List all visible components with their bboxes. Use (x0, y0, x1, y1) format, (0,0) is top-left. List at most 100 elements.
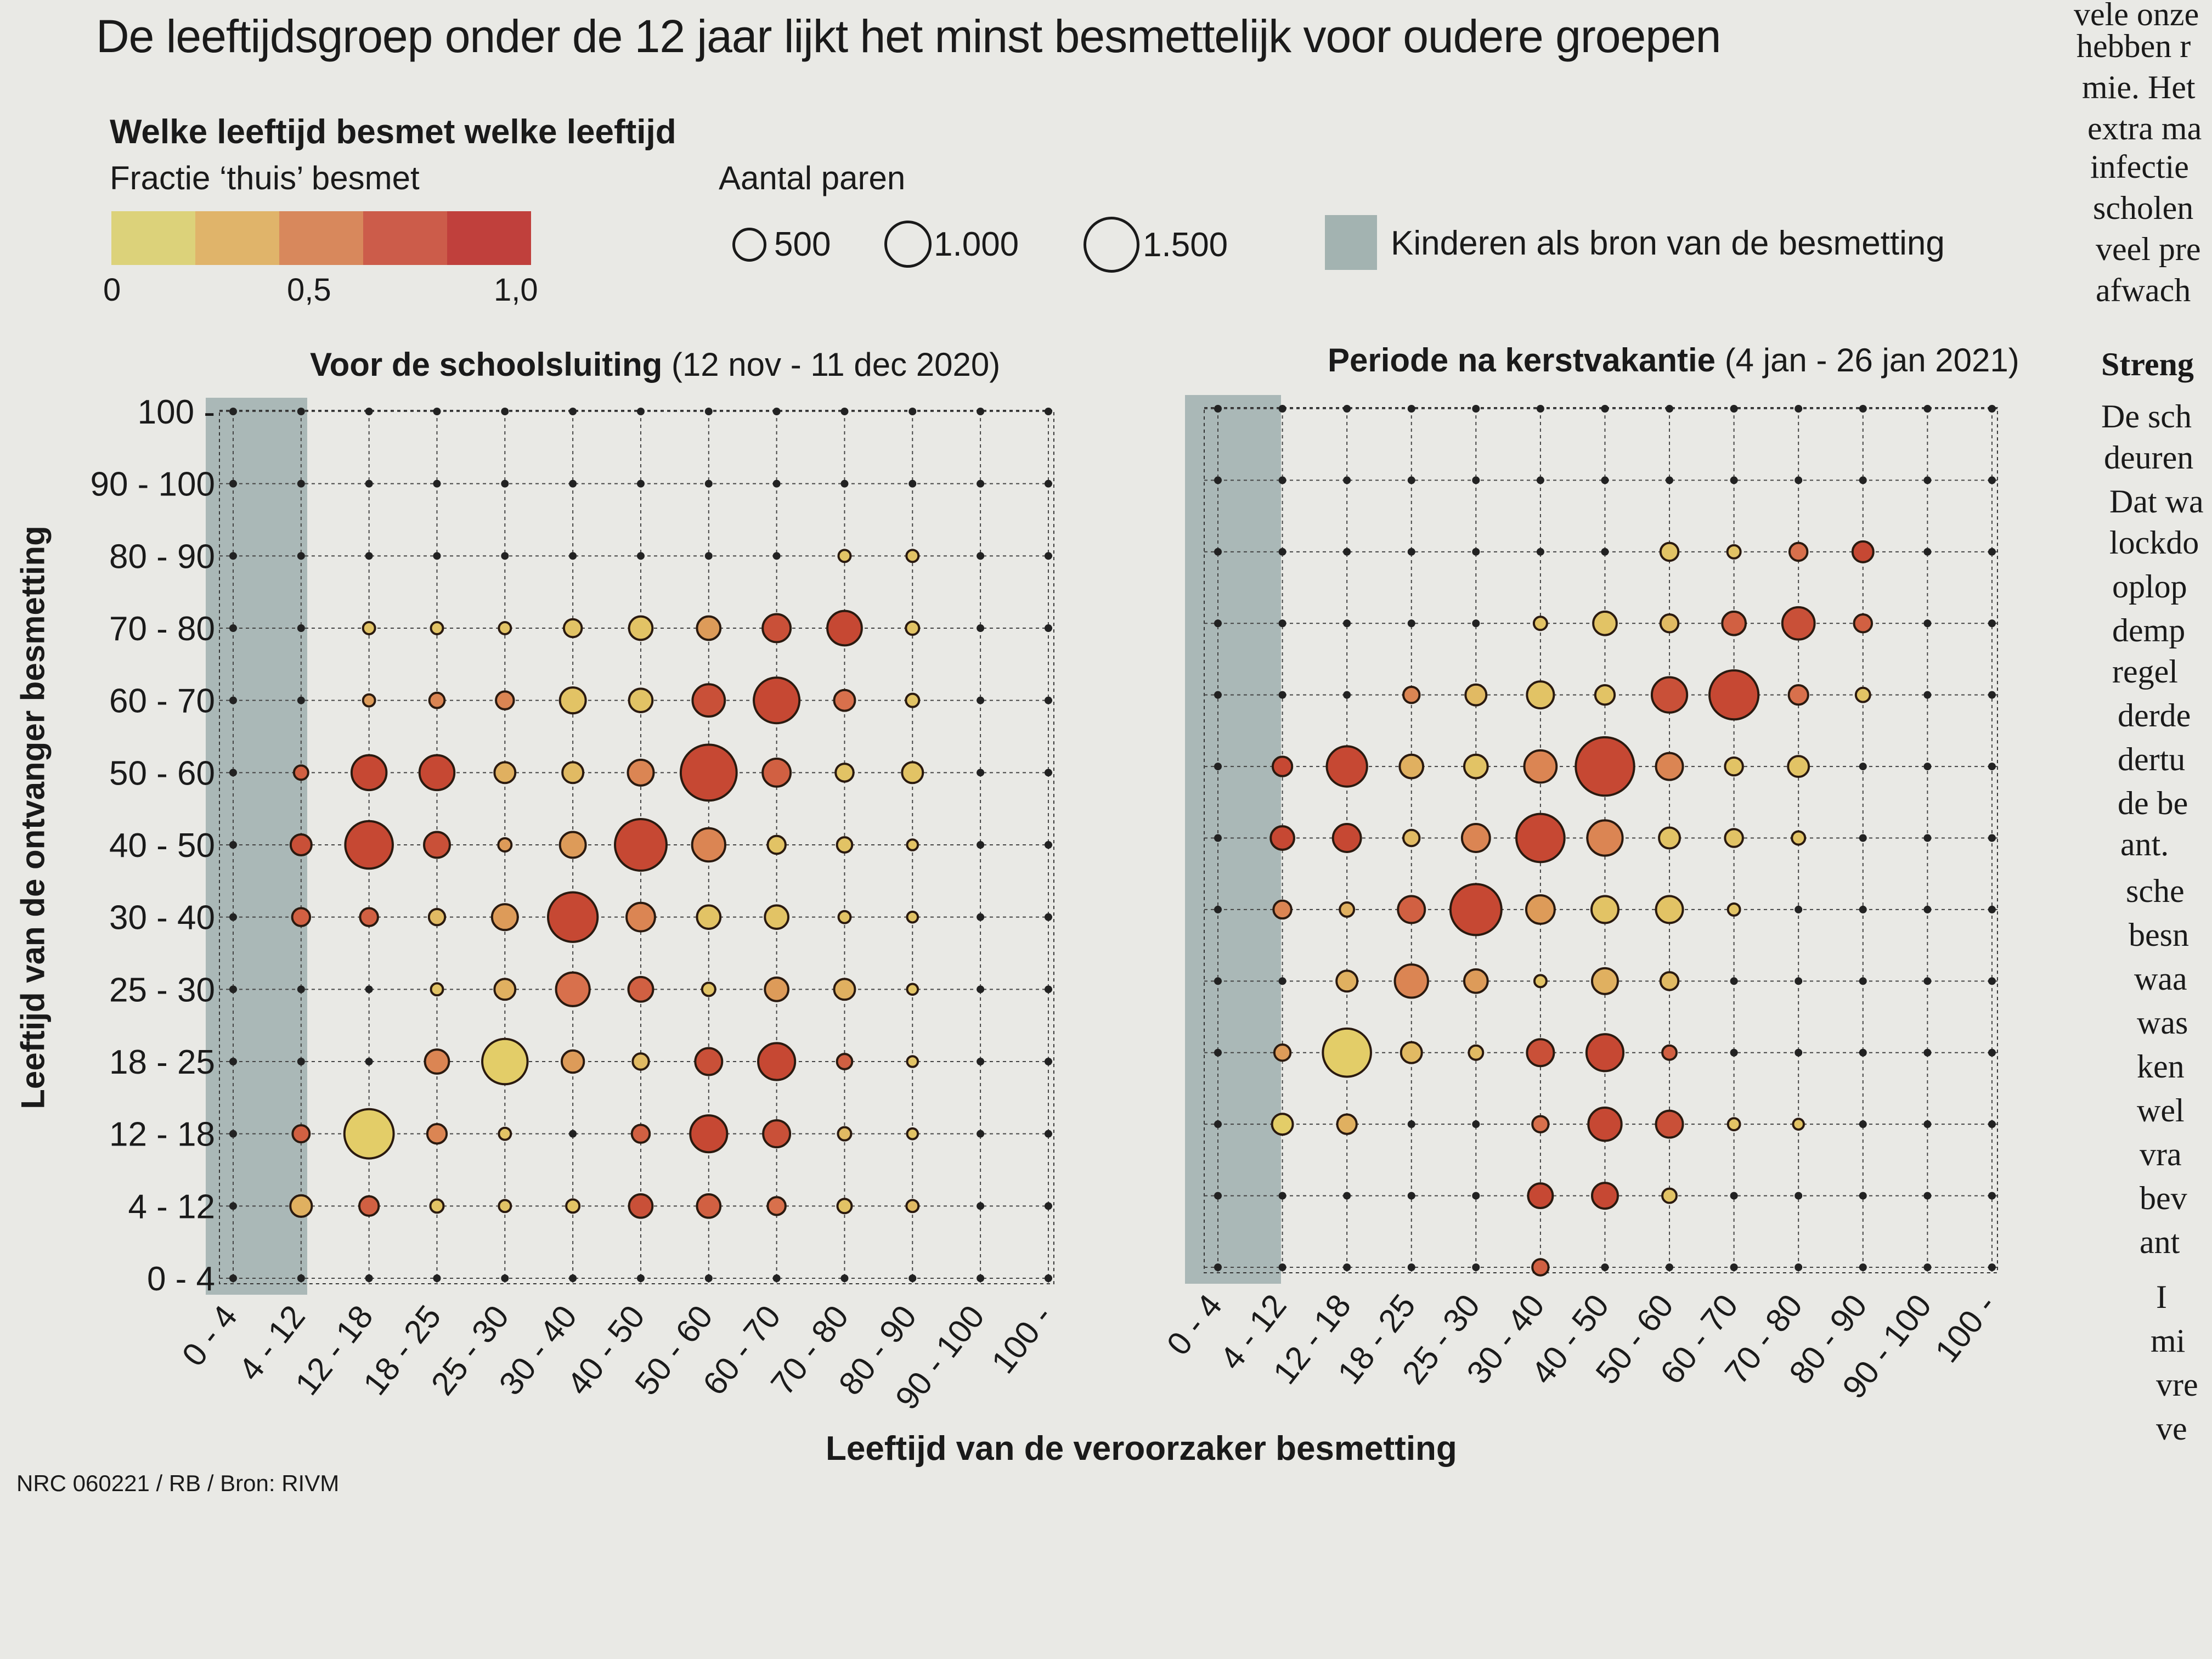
data-bubble (1339, 901, 1356, 918)
grid-dot (977, 913, 985, 921)
article-line: de be (2118, 785, 2188, 821)
legend-title: Welke leeftijd besmet welke leeftijd (110, 113, 676, 151)
grid-dot (636, 552, 645, 560)
color-scale-step (447, 211, 531, 265)
grid-dot (1923, 548, 1932, 556)
data-bubble (906, 838, 919, 851)
grid-dot (977, 1130, 985, 1138)
panel-title-left-period: (12 nov - 11 dec 2020) (662, 346, 1001, 383)
article-line: demp (2112, 612, 2186, 648)
y-tick-label: 80 - 90 (109, 538, 215, 575)
article-line: regel (2112, 653, 2178, 690)
grid-dot (1923, 476, 1932, 484)
data-bubble (679, 743, 738, 802)
article-line: waa (2134, 961, 2187, 997)
data-bubble (1655, 752, 1684, 781)
data-bubble (1526, 680, 1555, 710)
grid-dot (977, 479, 985, 488)
grid-dot (1407, 1120, 1415, 1128)
article-line: vre (2156, 1367, 2198, 1403)
data-bubble (1331, 823, 1362, 853)
data-bubble (1400, 1041, 1423, 1064)
color-tick-1: 1,0 (494, 272, 538, 308)
data-bubble (291, 907, 312, 927)
grid-dot (1343, 1263, 1351, 1271)
panel-title-right-bold: Periode na kerstvakantie (1328, 342, 1716, 379)
article-line: mie. Het (2082, 69, 2196, 105)
data-bubble (1533, 974, 1548, 989)
y-tick-label: 4 - 12 (128, 1188, 215, 1226)
data-bubble (905, 1199, 920, 1214)
grid-dot (1044, 1130, 1052, 1138)
grid-dot (1923, 1263, 1932, 1271)
grid-dot (1044, 913, 1052, 921)
grid-dot (1601, 476, 1609, 484)
data-bubble (1724, 828, 1744, 848)
data-bubble (560, 1049, 585, 1074)
grid-dot (636, 1274, 645, 1282)
grid-dot (909, 479, 917, 488)
grid-dot (569, 408, 577, 415)
data-bubble (631, 1052, 650, 1071)
size-legend-label-1500: 1.500 (1143, 225, 1228, 264)
data-bubble (430, 982, 444, 997)
data-bubble (906, 910, 919, 924)
data-bubble (836, 1053, 854, 1070)
grid-dot (1859, 977, 1867, 985)
grid-dot (1988, 1120, 1996, 1128)
data-bubble (837, 1126, 853, 1142)
grid-dot (1044, 696, 1052, 704)
grid-dot (1795, 1048, 1803, 1057)
data-bubble (1659, 971, 1680, 991)
grid-dot (229, 841, 237, 849)
grid-dot (1214, 619, 1222, 628)
grid-dot (229, 769, 237, 777)
data-bubble (1724, 756, 1744, 777)
grid-dot (433, 408, 441, 415)
data-bubble (625, 901, 656, 933)
grid-dot (229, 1274, 237, 1282)
article-line: I (2156, 1279, 2167, 1315)
data-bubble (1402, 685, 1421, 704)
y-tick-label: 100 - (138, 393, 215, 431)
data-bubble (481, 1037, 529, 1086)
data-bubble (1853, 613, 1874, 634)
grid-dot (977, 985, 985, 994)
size-legend-label-1000: 1.000 (934, 225, 1019, 263)
data-bubble (1322, 1027, 1372, 1078)
grid-dot (1795, 1263, 1803, 1271)
article-line: De sch (2101, 398, 2192, 435)
grid-dot (229, 985, 237, 994)
data-bubble (901, 761, 924, 785)
grid-dot (977, 624, 985, 632)
grid-dot (1472, 1120, 1480, 1128)
grid-dot (977, 1202, 985, 1210)
grid-dot (297, 408, 305, 415)
data-bubble (757, 1042, 797, 1081)
grid-dot (1795, 1192, 1803, 1200)
grid-dot (1044, 408, 1052, 415)
data-bubble (627, 758, 655, 787)
data-bubble (493, 761, 517, 785)
grid-dot (1214, 763, 1222, 771)
grid-dot (1214, 405, 1222, 413)
grid-dot (1407, 1263, 1415, 1271)
data-bubble (291, 1124, 311, 1144)
grid-dot (1214, 476, 1222, 484)
data-bubble (1464, 683, 1488, 707)
plot-frame (1204, 407, 1998, 1273)
data-bubble (906, 1127, 919, 1141)
data-bubble (1792, 1118, 1805, 1131)
y-tick-label: 40 - 50 (109, 827, 215, 865)
grid-dot (1343, 619, 1351, 628)
y-tick-label: 60 - 70 (109, 682, 215, 720)
color-scale-bar (111, 211, 531, 265)
data-bubble (1515, 812, 1566, 864)
size-circle-icon (884, 221, 932, 268)
grid-dot (772, 1274, 781, 1282)
grid-dot (772, 479, 781, 488)
data-bubble (837, 549, 852, 563)
data-bubble (565, 1198, 581, 1214)
grid-dot (977, 696, 985, 704)
